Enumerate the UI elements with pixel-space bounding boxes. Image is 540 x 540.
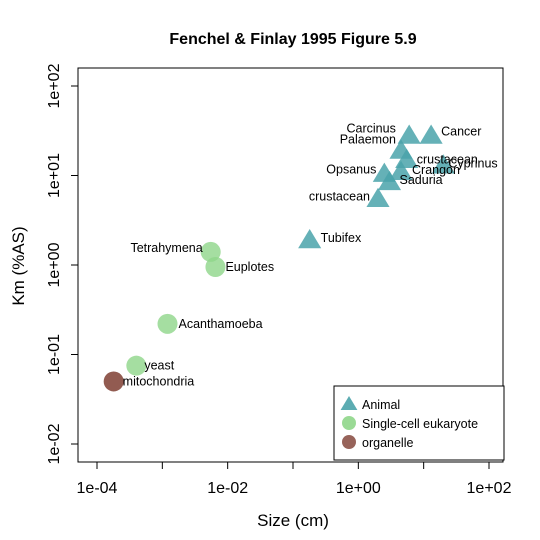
eukaryote-point [126, 355, 147, 376]
point-label: Acanthamoeba [179, 317, 263, 331]
point-label: Cancer [441, 124, 481, 138]
point-label: Carcinus [347, 121, 396, 135]
legend: Animal Single-cell eukaryote organelle [333, 385, 505, 461]
point-label: yeast [144, 359, 174, 373]
axes: 1e-04 1e-02 1e+00 1e+02 1e-02 1e-01 1e+00 1e+01… [46, 63, 512, 497]
legend-marker-animal [340, 396, 358, 410]
legend-marker-eukaryote [342, 416, 356, 430]
data-points [103, 124, 455, 392]
legend-entry: Single-cell eukaryote [362, 417, 478, 431]
x-tick-label: 1e-02 [207, 480, 248, 497]
point-label: mitochondria [123, 374, 195, 388]
legend-marker-organelle [342, 435, 356, 449]
animal-point [298, 229, 322, 249]
animal-point [397, 124, 421, 144]
point-label: crustacean [417, 153, 478, 167]
chart-title: Fenchel & Finlay 1995 Figure 5.9 [169, 31, 416, 48]
y-tick-label: 1e+00 [46, 242, 63, 287]
x-tick-label: 1e+00 [336, 480, 381, 497]
point-label: Tetrahymena [130, 241, 202, 255]
point-label: Saduria [400, 173, 443, 187]
eukaryote-point [157, 313, 178, 334]
point-label: Palaemon [340, 133, 396, 147]
point-labels: Carcinus CancerPalaemoncrustaceanCyprinus… [123, 121, 498, 388]
y-tick-label: 1e-01 [46, 334, 63, 375]
point-label: Opsanus [326, 163, 376, 177]
point-label: Tubifex [321, 231, 362, 245]
point-label: Crangon [412, 163, 460, 177]
animal-point [366, 187, 390, 207]
animal-point [389, 160, 413, 181]
y-tick-label: 1e-02 [46, 423, 63, 464]
animal-point [377, 170, 402, 191]
legend-entry: organelle [362, 436, 413, 450]
y-tick-label: 1e+01 [46, 153, 63, 198]
y-tick-label: 1e+02 [46, 63, 63, 108]
eukaryote-point [205, 256, 226, 277]
animal-point [419, 124, 443, 144]
legend-entry: Animal [362, 398, 400, 412]
point-label: crustacean [309, 190, 370, 204]
x-tick-label: 1e+02 [467, 480, 512, 497]
point-label: Cyprinus [448, 156, 497, 170]
x-axis-label: Size (cm) [257, 511, 329, 530]
point-label: Euplotes [225, 260, 274, 274]
y-axis-label: Km (%AS) [9, 226, 28, 305]
legend-box [333, 385, 505, 461]
eukaryote-point [200, 241, 221, 262]
animal-point [431, 154, 455, 174]
x-tick-label: 1e-04 [77, 480, 118, 497]
organelle-point [103, 371, 124, 392]
